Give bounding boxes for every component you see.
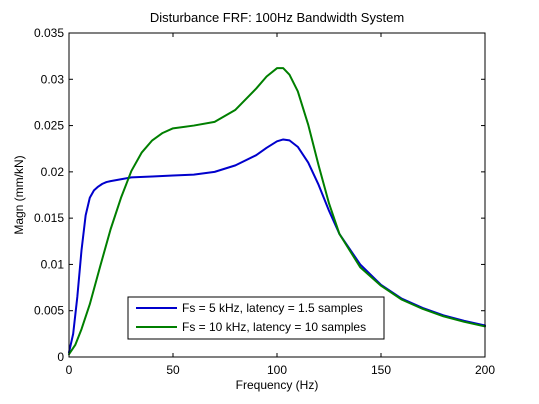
legend-label-fs-10khz: Fs = 10 kHz, latency = 10 samples xyxy=(182,320,366,334)
y-axis-label: Magn (mm/kN) xyxy=(12,155,26,234)
y-tick-label: 0.01 xyxy=(41,257,65,271)
y-tick-label: 0.005 xyxy=(34,304,64,318)
x-tick-label: 200 xyxy=(475,363,495,377)
series-lines xyxy=(68,67,486,356)
axis-ticks: 0 50 100 150 200 0 0.005 0.01 0.015 0.02 0.025 0.03… xyxy=(34,26,495,377)
series-line-1 xyxy=(68,67,486,356)
axes-frame xyxy=(68,32,486,358)
x-axis-label: Frequency (Hz) xyxy=(236,378,319,392)
chart-title: Disturbance FRF: 100Hz Bandwidth System xyxy=(150,10,404,25)
x-tick-label: 150 xyxy=(371,363,391,377)
y-tick-label: 0.03 xyxy=(41,72,65,86)
y-tick-label: 0 xyxy=(57,350,64,364)
y-tick-label: 0.035 xyxy=(34,26,64,40)
x-tick-label: 0 xyxy=(66,363,73,377)
y-tick-label: 0.02 xyxy=(41,165,65,179)
x-tick-label: 100 xyxy=(267,363,287,377)
y-tick-label: 0.025 xyxy=(34,119,64,133)
legend: Fs = 5 kHz, latency = 1.5 samples Fs = 1… xyxy=(127,296,385,340)
series-line-0 xyxy=(68,138,486,354)
legend-box xyxy=(127,296,385,340)
x-tick-label: 50 xyxy=(166,363,180,377)
y-tick-label: 0.015 xyxy=(34,211,64,225)
legend-label-fs-5khz: Fs = 5 kHz, latency = 1.5 samples xyxy=(182,301,363,315)
